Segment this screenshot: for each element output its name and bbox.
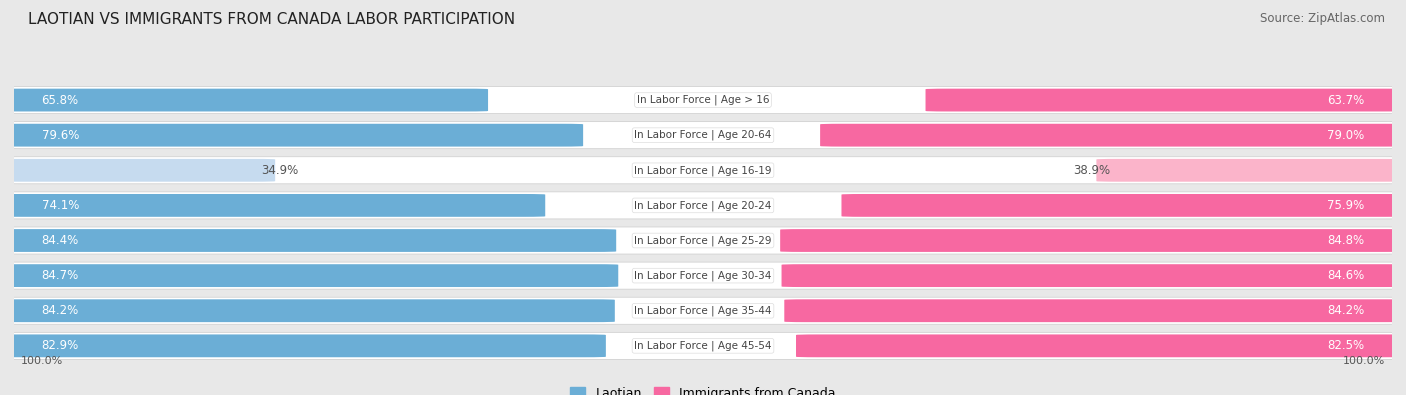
FancyBboxPatch shape <box>0 87 1406 114</box>
FancyBboxPatch shape <box>841 194 1406 217</box>
FancyBboxPatch shape <box>796 335 1406 357</box>
Text: In Labor Force | Age 25-29: In Labor Force | Age 25-29 <box>634 235 772 246</box>
FancyBboxPatch shape <box>0 159 276 182</box>
Text: 82.5%: 82.5% <box>1327 339 1364 352</box>
FancyBboxPatch shape <box>782 264 1406 287</box>
Text: 84.2%: 84.2% <box>1327 304 1364 317</box>
FancyBboxPatch shape <box>0 332 1406 359</box>
Text: In Labor Force | Age 45-54: In Labor Force | Age 45-54 <box>634 340 772 351</box>
FancyBboxPatch shape <box>820 124 1406 147</box>
Text: 84.6%: 84.6% <box>1327 269 1364 282</box>
FancyBboxPatch shape <box>0 157 1406 184</box>
Text: 74.1%: 74.1% <box>42 199 79 212</box>
Text: In Labor Force | Age 30-34: In Labor Force | Age 30-34 <box>634 270 772 281</box>
Text: 65.8%: 65.8% <box>42 94 79 107</box>
FancyBboxPatch shape <box>1097 159 1406 182</box>
Text: 79.6%: 79.6% <box>42 129 79 142</box>
Text: 84.4%: 84.4% <box>42 234 79 247</box>
Text: 34.9%: 34.9% <box>262 164 298 177</box>
FancyBboxPatch shape <box>785 299 1406 322</box>
Text: 84.2%: 84.2% <box>42 304 79 317</box>
Text: In Labor Force | Age 35-44: In Labor Force | Age 35-44 <box>634 305 772 316</box>
FancyBboxPatch shape <box>780 229 1406 252</box>
Text: 100.0%: 100.0% <box>21 356 63 366</box>
Text: 100.0%: 100.0% <box>1343 356 1385 366</box>
Text: 84.7%: 84.7% <box>42 269 79 282</box>
FancyBboxPatch shape <box>0 229 616 252</box>
Text: Source: ZipAtlas.com: Source: ZipAtlas.com <box>1260 12 1385 25</box>
Text: In Labor Force | Age > 16: In Labor Force | Age > 16 <box>637 95 769 105</box>
FancyBboxPatch shape <box>0 297 1406 324</box>
Text: 38.9%: 38.9% <box>1073 164 1111 177</box>
Text: 82.9%: 82.9% <box>42 339 79 352</box>
Text: 75.9%: 75.9% <box>1327 199 1364 212</box>
FancyBboxPatch shape <box>0 88 488 111</box>
Text: 63.7%: 63.7% <box>1327 94 1364 107</box>
FancyBboxPatch shape <box>0 335 606 357</box>
Text: In Labor Force | Age 20-64: In Labor Force | Age 20-64 <box>634 130 772 141</box>
FancyBboxPatch shape <box>0 262 1406 289</box>
Text: 79.0%: 79.0% <box>1327 129 1364 142</box>
FancyBboxPatch shape <box>0 227 1406 254</box>
Text: In Labor Force | Age 20-24: In Labor Force | Age 20-24 <box>634 200 772 211</box>
FancyBboxPatch shape <box>0 299 614 322</box>
FancyBboxPatch shape <box>0 124 583 147</box>
FancyBboxPatch shape <box>0 192 1406 219</box>
FancyBboxPatch shape <box>925 88 1406 111</box>
Text: In Labor Force | Age 16-19: In Labor Force | Age 16-19 <box>634 165 772 175</box>
FancyBboxPatch shape <box>0 122 1406 149</box>
Text: LAOTIAN VS IMMIGRANTS FROM CANADA LABOR PARTICIPATION: LAOTIAN VS IMMIGRANTS FROM CANADA LABOR … <box>28 12 515 27</box>
Legend: Laotian, Immigrants from Canada: Laotian, Immigrants from Canada <box>565 382 841 395</box>
Text: 84.8%: 84.8% <box>1327 234 1364 247</box>
FancyBboxPatch shape <box>0 194 546 217</box>
FancyBboxPatch shape <box>0 264 619 287</box>
